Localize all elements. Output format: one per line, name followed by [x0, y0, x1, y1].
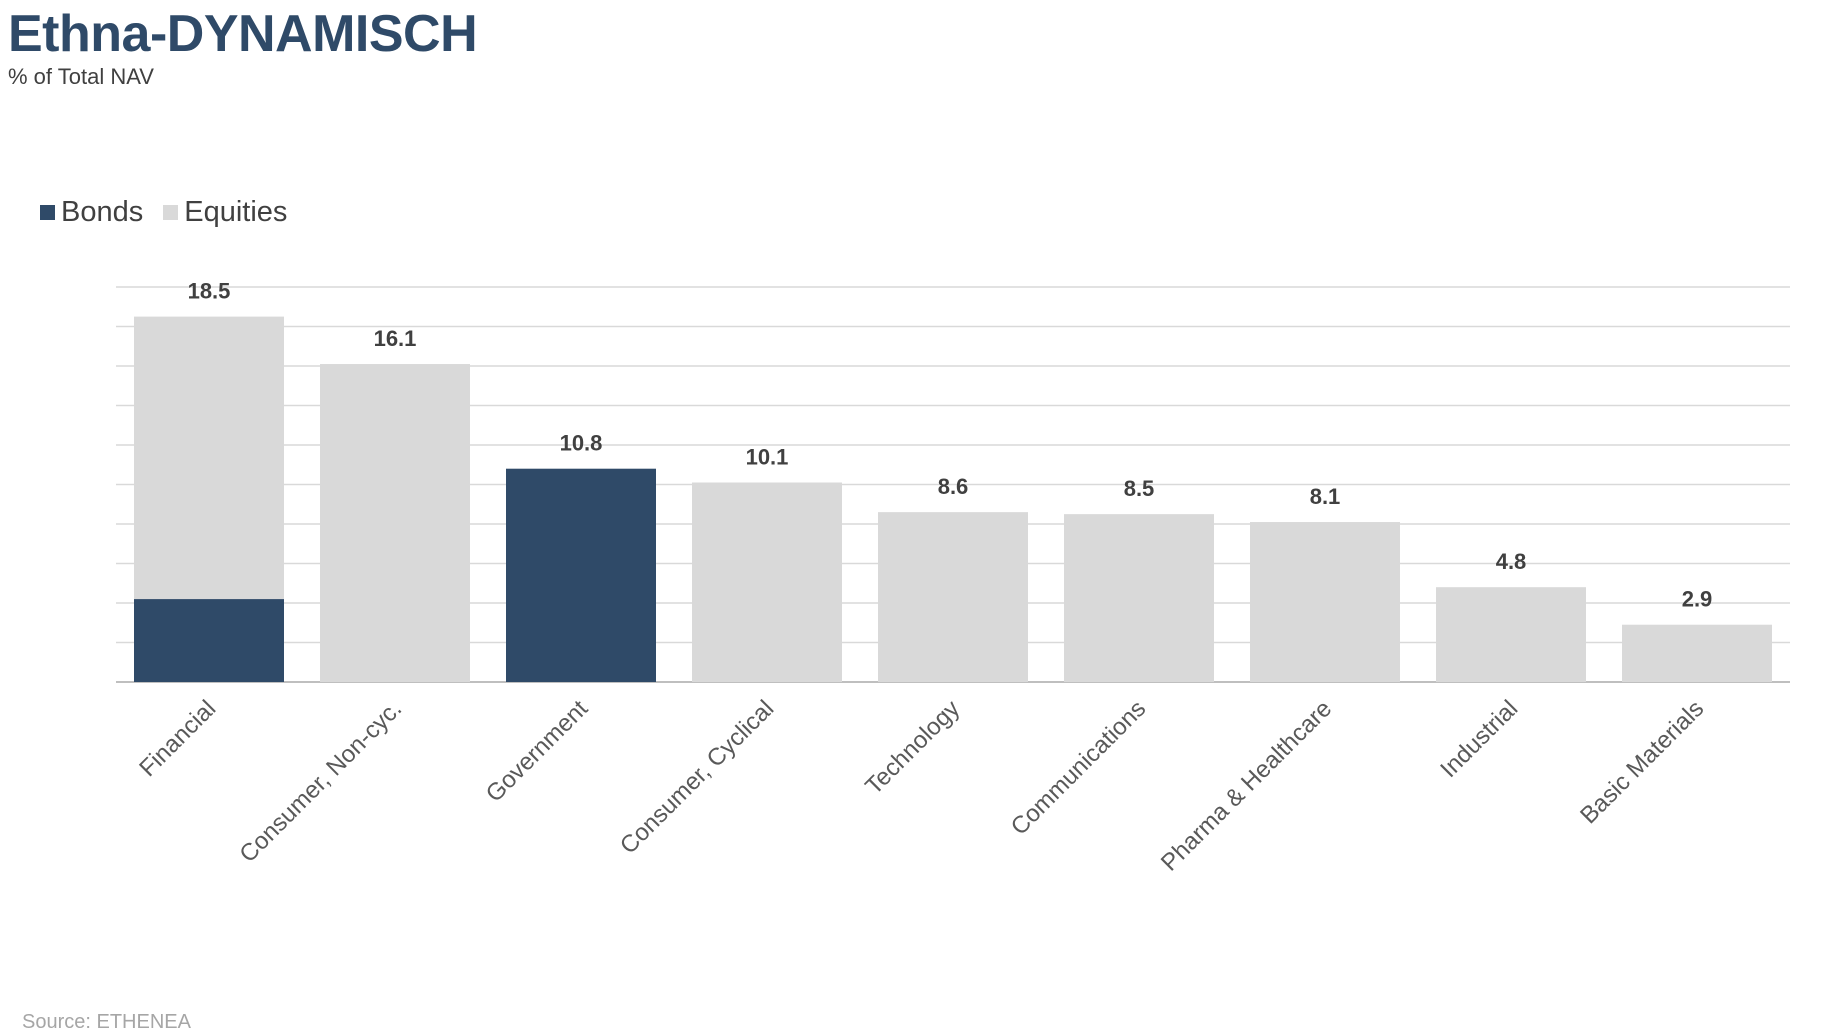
bar-equities: [878, 512, 1028, 682]
bar-bonds: [506, 468, 656, 682]
category-label: Consumer, Non-cyc.: [234, 695, 407, 868]
data-label: 2.9: [1682, 587, 1713, 612]
legend: Bonds Equities: [40, 196, 287, 229]
data-label: 4.8: [1496, 549, 1527, 574]
source-note: Source: ETHENEA: [22, 1011, 191, 1033]
bar-equities: [1622, 624, 1772, 682]
category-label: Basic Materials: [1575, 695, 1709, 829]
bar-equities: [320, 364, 470, 682]
bar-equities: [134, 316, 284, 600]
legend-item-bonds: Bonds: [40, 196, 143, 229]
data-label: 10.8: [560, 431, 603, 456]
bar-bonds: [134, 599, 284, 682]
legend-label-bonds: Bonds: [61, 196, 144, 228]
bar-equities: [1436, 587, 1586, 682]
bar-equities: [692, 482, 842, 682]
category-label: Government: [481, 695, 594, 808]
legend-swatch-bonds: [40, 205, 55, 220]
legend-label-equities: Equities: [184, 196, 288, 228]
category-label: Industrial: [1435, 695, 1523, 783]
data-label: 8.6: [938, 474, 969, 499]
data-label: 8.1: [1310, 484, 1341, 509]
category-label: Communications: [1006, 695, 1151, 840]
legend-item-equities: Equities: [163, 196, 287, 229]
category-label: Financial: [134, 695, 221, 782]
chart-subtitle: % of Total NAV: [8, 64, 154, 89]
bar-equities: [1250, 522, 1400, 682]
category-label: Pharma & Healthcare: [1156, 695, 1337, 876]
category-label: Consumer, Cyclical: [615, 695, 779, 859]
data-label: 18.5: [188, 279, 231, 304]
category-label: Technology: [860, 695, 965, 800]
data-label: 16.1: [374, 326, 417, 351]
bar-equities: [1064, 514, 1214, 682]
chart-title: Ethna-DYNAMISCH: [8, 5, 478, 63]
legend-swatch-equities: [163, 205, 179, 220]
data-label: 10.1: [746, 445, 789, 470]
data-label: 8.5: [1124, 476, 1155, 501]
